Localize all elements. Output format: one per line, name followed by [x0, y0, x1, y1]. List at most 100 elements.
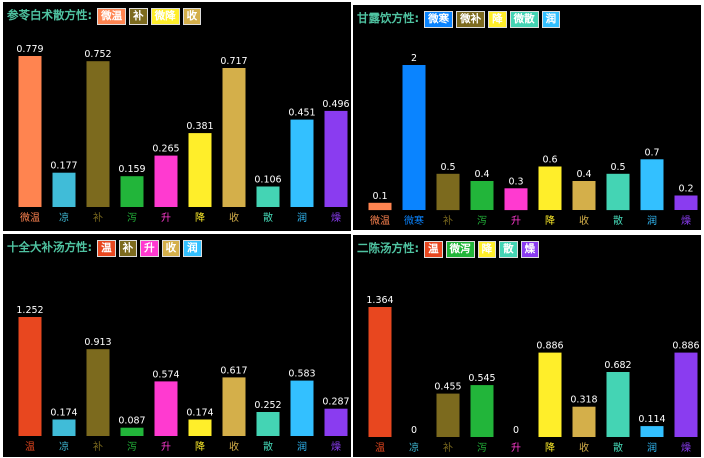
data-label: 0.617 [220, 365, 247, 376]
bar [222, 377, 246, 436]
property-tag: 温 [424, 241, 443, 258]
chart-title: 甘露饮方性: [357, 10, 420, 25]
bar [368, 307, 392, 437]
category-label: 收 [579, 441, 589, 454]
category-label: 凉 [59, 440, 69, 453]
category-label: 温 [25, 441, 35, 453]
bar [290, 380, 314, 436]
data-label: 0.455 [434, 382, 461, 393]
bar [86, 61, 110, 208]
chart-panel-2: 甘露饮方性: 微寒 微补降微散润 0.1 微温 2 微寒 0.5 补 0.4 泻 0.3 升 0.6 降… [353, 5, 701, 230]
bar-chart: 1.364 温 0 凉 0.455 补 0.545 泻 0 升 0.886 降 0.318 收 0.682 散… [366, 295, 699, 454]
data-label: 0.451 [288, 108, 315, 119]
bar [640, 159, 664, 211]
data-label: 0.717 [220, 56, 247, 67]
bar [256, 186, 280, 207]
bar [674, 352, 698, 437]
data-label: 0.2 [678, 184, 693, 195]
data-label: 0.1 [372, 191, 387, 202]
property-tag: 润 [541, 11, 561, 28]
category-label: 泻 [477, 214, 487, 227]
bar [470, 385, 494, 437]
data-label: 0.252 [254, 400, 281, 411]
category-label: 燥 [331, 212, 341, 224]
property-tag: 升 [140, 240, 159, 257]
bar [674, 195, 698, 210]
bar [504, 188, 528, 211]
data-label: 0.752 [84, 49, 111, 60]
category-label: 润 [647, 441, 657, 454]
data-label: 0.114 [638, 414, 665, 425]
category-label: 凉 [409, 441, 419, 454]
data-label: 0.574 [152, 369, 179, 380]
category-label: 收 [229, 440, 239, 453]
category-label: 泻 [127, 440, 137, 453]
chart-title: 十全大补汤方性: [7, 239, 93, 254]
bar [368, 202, 392, 211]
property-tag: 微散 [509, 11, 539, 28]
bar [606, 173, 630, 211]
property-tag: 润 [183, 240, 202, 257]
property-tag: 微寒 [424, 11, 454, 28]
category-label: 收 [579, 214, 589, 227]
bar [120, 427, 144, 436]
bar [538, 352, 562, 437]
category-label: 燥 [331, 441, 341, 453]
bar [436, 393, 460, 437]
chart-panel-1: 参苓白术散方性: 微温补微降收 0.779 微温 0.177 凉 0.752 补 0.159… [3, 2, 351, 231]
property-tag: 微温 [97, 8, 127, 25]
category-label: 温 [375, 442, 385, 454]
bar [538, 166, 562, 210]
category-label: 补 [443, 214, 453, 227]
category-label: 降 [195, 440, 205, 453]
property-tag: 收 [161, 240, 181, 257]
bar [290, 119, 314, 207]
bar-chart: 1.252 温 0.174 凉 0.913 补 0.087 泻 0.574 升 0.174 降 0.61… [16, 305, 349, 453]
category-label: 泻 [477, 441, 487, 454]
bar [222, 68, 246, 207]
data-label: 2 [411, 53, 417, 64]
bar [86, 349, 110, 436]
chart-title: 二陈汤方性: [357, 240, 420, 255]
bar [154, 155, 178, 207]
property-tag: 燥 [520, 241, 540, 258]
category-label: 泻 [127, 211, 137, 224]
property-tag: 微补 [456, 11, 486, 28]
data-label: 0.5 [440, 162, 455, 173]
category-label: 燥 [681, 215, 691, 227]
data-label: 0.177 [50, 161, 77, 172]
bar [470, 181, 494, 210]
data-label: 0.913 [84, 337, 111, 348]
panel-header: 二陈汤方性: 温微泻降散燥 [357, 237, 542, 258]
data-label: 0.087 [118, 416, 145, 427]
category-label: 升 [511, 215, 521, 227]
bar [188, 133, 212, 207]
data-label: 0.174 [186, 408, 213, 419]
data-label: 0.4 [474, 169, 489, 180]
category-label: 散 [263, 440, 273, 453]
bar [324, 110, 348, 207]
category-label: 散 [613, 441, 623, 454]
data-label: 0.5 [610, 162, 625, 173]
property-tag: 微降 [150, 8, 180, 25]
bar [256, 412, 280, 436]
bar [324, 408, 348, 436]
property-tags: 温微泻降散燥 [424, 237, 542, 258]
data-label: 0 [513, 425, 519, 436]
data-label: 0.545 [468, 373, 495, 384]
category-label: 微温 [20, 211, 40, 224]
property-tag: 补 [129, 8, 148, 25]
property-tag: 降 [477, 241, 497, 258]
bar [606, 372, 630, 437]
data-label: 0.106 [254, 175, 281, 186]
bar [402, 65, 426, 210]
category-label: 补 [93, 211, 103, 224]
panel-header: 参苓白术散方性: 微温补微降收 [7, 6, 204, 25]
property-tag: 补 [118, 240, 138, 257]
category-label: 降 [545, 214, 555, 227]
data-label: 0 [411, 425, 417, 436]
data-label: 0.886 [536, 341, 563, 352]
category-label: 微温 [370, 214, 390, 227]
bar-chart: 0.1 微温 2 微寒 0.5 补 0.4 泻 0.3 升 0.6 降 0.4 收 0.5 散 0.7 润 0.2 燥 [368, 53, 698, 227]
category-label: 升 [161, 212, 171, 224]
